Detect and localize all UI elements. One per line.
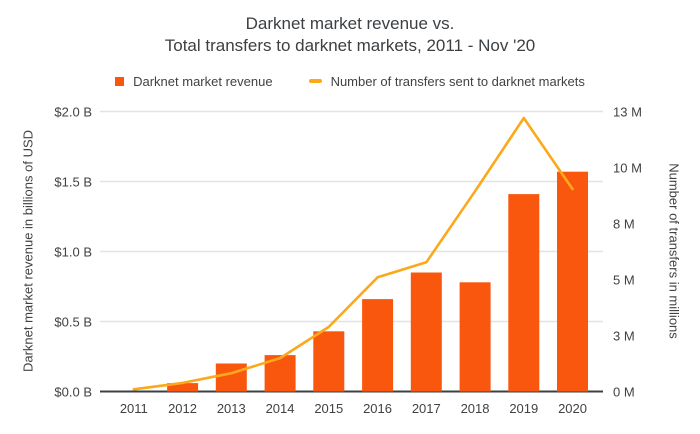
legend-item-revenue: Darknet market revenue [115, 73, 273, 89]
revenue-swatch-icon [115, 76, 125, 86]
revenue-bar-2015 [313, 331, 345, 392]
x-axis-label-2020: 2020 [558, 401, 587, 416]
left-axis-tick-3: $0.5 B [54, 314, 92, 329]
x-axis-label-2017: 2017 [411, 401, 441, 416]
chart-title-line1: Darknet market revenue vs. [245, 14, 455, 33]
left-axis-tick-1: $1.5 B [54, 174, 92, 189]
right-axis-tick-0: 13 M [613, 104, 642, 119]
x-axis-label-2016: 2016 [363, 401, 392, 416]
right-axis-tick-3: 5 M [613, 272, 635, 287]
transfers-swatch-icon [308, 79, 322, 83]
legend-item-transfers: Number of transfers sent to darknet mark… [308, 73, 585, 89]
revenue-bar-2017 [410, 272, 442, 392]
legend-label-revenue: Darknet market revenue [133, 73, 273, 89]
chart-title: Darknet market revenue vs. Total transfe… [0, 13, 700, 57]
revenue-bar-2012 [167, 383, 199, 392]
revenue-bar-2016 [362, 299, 394, 392]
revenue-bar-2020 [557, 171, 588, 392]
x-axis-label-2012: 2012 [168, 401, 197, 416]
x-axis-label-2011: 2011 [119, 401, 148, 416]
revenue-bar-2019 [508, 194, 540, 392]
x-axis-label-2015: 2015 [314, 401, 344, 416]
right-axis-tick-2: 8 M [613, 216, 635, 231]
right-axis-tick-5: 0 M [613, 384, 635, 399]
revenue-bar-2013 [215, 363, 247, 392]
x-axis-label-2014: 2014 [265, 401, 295, 416]
left-axis-tick-2: $1.0 B [54, 244, 92, 259]
x-axis-label-2018: 2018 [460, 401, 490, 416]
left-axis-tick-0: $2.0 B [54, 104, 92, 119]
x-axis-label-2013: 2013 [216, 401, 246, 416]
chart-title-line2: Total transfers to darknet markets, 2011… [164, 36, 536, 55]
left-axis-tick-4: $0.0 B [54, 384, 92, 399]
legend: Darknet market revenue Number of transfe… [0, 71, 700, 91]
right-axis-tick-4: 3 M [613, 328, 635, 343]
x-axis-label-2019: 2019 [509, 401, 539, 416]
revenue-bar-2018 [459, 282, 491, 392]
legend-label-transfers: Number of transfers sent to darknet mark… [330, 73, 585, 89]
transfers-line [132, 116, 574, 391]
right-axis-tick-1: 10 M [613, 160, 642, 175]
